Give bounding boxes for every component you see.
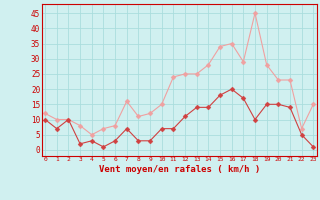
X-axis label: Vent moyen/en rafales ( km/h ): Vent moyen/en rafales ( km/h ) [99,165,260,174]
